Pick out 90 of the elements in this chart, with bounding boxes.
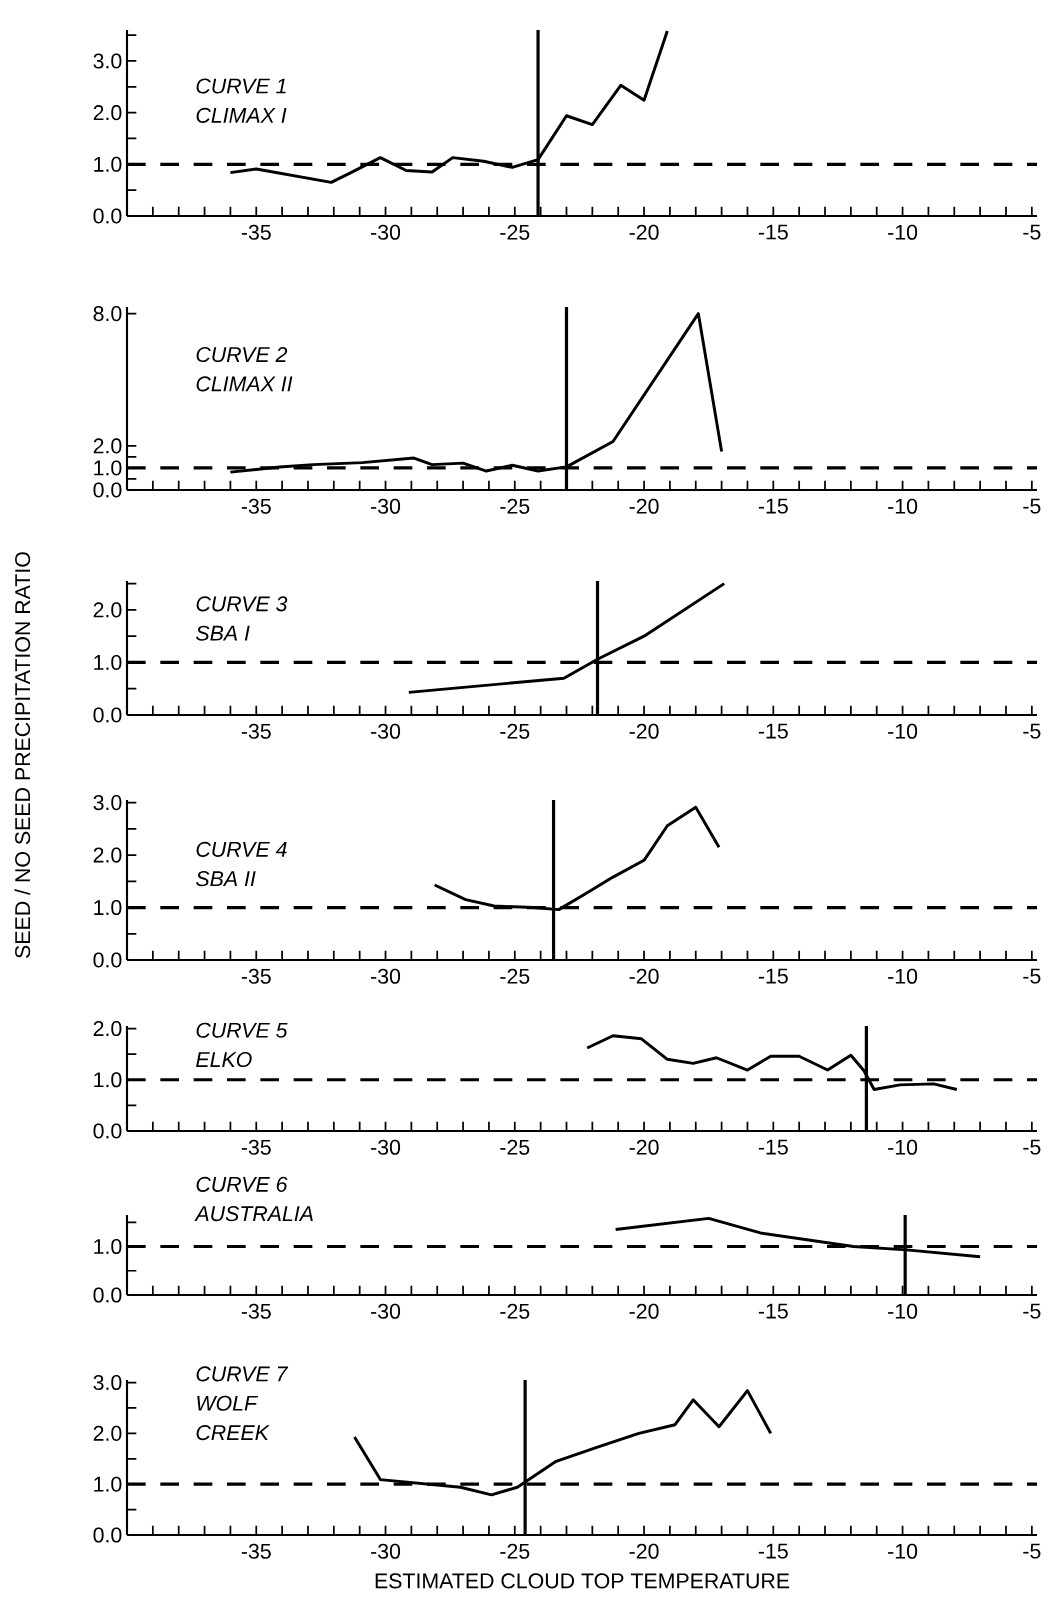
- x-tick-label: -10: [888, 224, 918, 240]
- y-tick-label: 2.0: [93, 847, 122, 863]
- y-tick-label: 2.0: [93, 602, 122, 618]
- x-tick-label: -5: [1023, 1303, 1041, 1319]
- annotation: SBA I: [196, 625, 250, 641]
- annotation: CURVE 1: [196, 78, 286, 94]
- annotation: CREEK: [196, 1425, 270, 1441]
- x-tick-label: -10: [888, 1139, 918, 1155]
- x-tick-label: -25: [500, 1139, 530, 1155]
- annotation: CURVE 5: [196, 1022, 288, 1038]
- y-tick-label: 0.0: [93, 482, 122, 498]
- y-tick-label: 1.0: [94, 1238, 122, 1255]
- y-tick-label: 8.0: [93, 306, 122, 322]
- x-tick-label: -15: [758, 224, 788, 240]
- x-tick-label: -5: [1023, 723, 1041, 739]
- y-tick-label: 0.0: [93, 707, 122, 723]
- x-tick-label: -35: [241, 1139, 271, 1155]
- x-tick-label: -30: [371, 723, 401, 739]
- x-tick-label: -25: [500, 723, 530, 739]
- x-tick-label: -35: [241, 1303, 271, 1319]
- x-tick-label: -25: [500, 498, 530, 514]
- annotation: CURVE 7: [196, 1366, 289, 1382]
- annotation: CLIMAX I: [196, 107, 287, 123]
- y-tick-label: 3.0: [93, 53, 122, 69]
- y-tick-label: 1.0: [94, 654, 122, 670]
- x-tick-label: -15: [758, 1139, 788, 1155]
- annotation: CURVE 3: [196, 596, 288, 612]
- x-tick-label: -20: [629, 1139, 659, 1155]
- y-tick-label: 1.0: [94, 460, 122, 476]
- y-tick-label: 0.0: [93, 952, 122, 968]
- annotation: SBA II: [196, 871, 256, 887]
- y-tick-label: 1.0: [94, 899, 122, 916]
- y-tick-label: 1.0: [94, 1072, 122, 1088]
- x-tick-label: -25: [500, 1543, 530, 1559]
- y-tick-label: 2.0: [93, 438, 122, 454]
- x-tick-label: -30: [371, 1303, 401, 1319]
- x-tick-label: -30: [371, 968, 401, 984]
- x-tick-label: -30: [371, 1139, 401, 1155]
- annotation: AUSTRALIA: [194, 1206, 313, 1222]
- x-tick-label: -5: [1023, 1543, 1041, 1559]
- y-tick-label: 2.0: [93, 1021, 122, 1037]
- x-tick-label: -20: [629, 1303, 659, 1319]
- x-tick-label: -25: [500, 224, 530, 240]
- x-tick-label: -20: [629, 968, 659, 984]
- x-tick-label: -15: [758, 968, 788, 984]
- x-tick-label: -15: [758, 498, 788, 514]
- x-tick-label: -30: [371, 224, 401, 240]
- x-tick-label: -30: [371, 1543, 401, 1559]
- y-tick-label: 0.0: [93, 208, 122, 224]
- annotation: CURVE 2: [196, 347, 288, 363]
- y-tick-label: 0.0: [93, 1123, 122, 1139]
- annotation: CLIMAX II: [196, 376, 293, 392]
- x-tick-label: -5: [1023, 224, 1041, 240]
- x-tick-label: -20: [629, 498, 659, 514]
- y-tick-label: 0.0: [93, 1527, 122, 1543]
- y-tick-label: 1.0: [94, 1476, 122, 1492]
- annotation: CURVE 4: [196, 841, 287, 857]
- x-tick-label: -35: [241, 968, 271, 984]
- x-tick-label: -35: [241, 1543, 271, 1559]
- x-tick-label: -10: [888, 1303, 918, 1319]
- y-tick-label: 3.0: [93, 795, 122, 811]
- annotation: WOLF: [197, 1395, 259, 1411]
- x-tick-label: -10: [888, 498, 918, 514]
- x-tick-label: -25: [500, 968, 530, 984]
- x-tick-label: -35: [241, 723, 271, 739]
- x-tick-label: -5: [1023, 1139, 1041, 1155]
- y-tick-label: 1.0: [94, 156, 122, 172]
- x-tick-label: -20: [629, 723, 659, 739]
- x-tick-label: -25: [500, 1303, 530, 1319]
- x-tick-label: -5: [1023, 968, 1041, 984]
- x-tick-label: -15: [758, 1543, 788, 1559]
- x-tick-label: -35: [241, 498, 271, 514]
- x-tick-label: -10: [888, 968, 918, 984]
- x-tick-label: -10: [888, 1543, 918, 1559]
- text: CURVE 6: [196, 1176, 288, 1192]
- y-tick-label: 0.0: [93, 1287, 122, 1303]
- y-tick-label: 2.0: [93, 105, 122, 121]
- x-tick-label: -30: [371, 498, 401, 514]
- y-tick-label: 2.0: [93, 1425, 122, 1441]
- x-axis-title: ESTIMATED CLOUD TOP TEMPERATURE: [375, 1573, 790, 1589]
- x-tick-label: -20: [629, 1543, 659, 1559]
- x-tick-label: -15: [758, 1303, 788, 1319]
- x-tick-label: -35: [241, 224, 271, 240]
- y-tick-label: 3.0: [93, 1374, 122, 1391]
- x-tick-label: -5: [1023, 498, 1041, 514]
- x-tick-label: -10: [888, 723, 918, 739]
- annotation: ELKO: [196, 1052, 252, 1068]
- x-tick-label: -15: [758, 723, 788, 739]
- y-axis-title: SEED / NO SEED PRECIPITATION RATIO: [14, 552, 31, 958]
- x-tick-label: -20: [629, 224, 659, 240]
